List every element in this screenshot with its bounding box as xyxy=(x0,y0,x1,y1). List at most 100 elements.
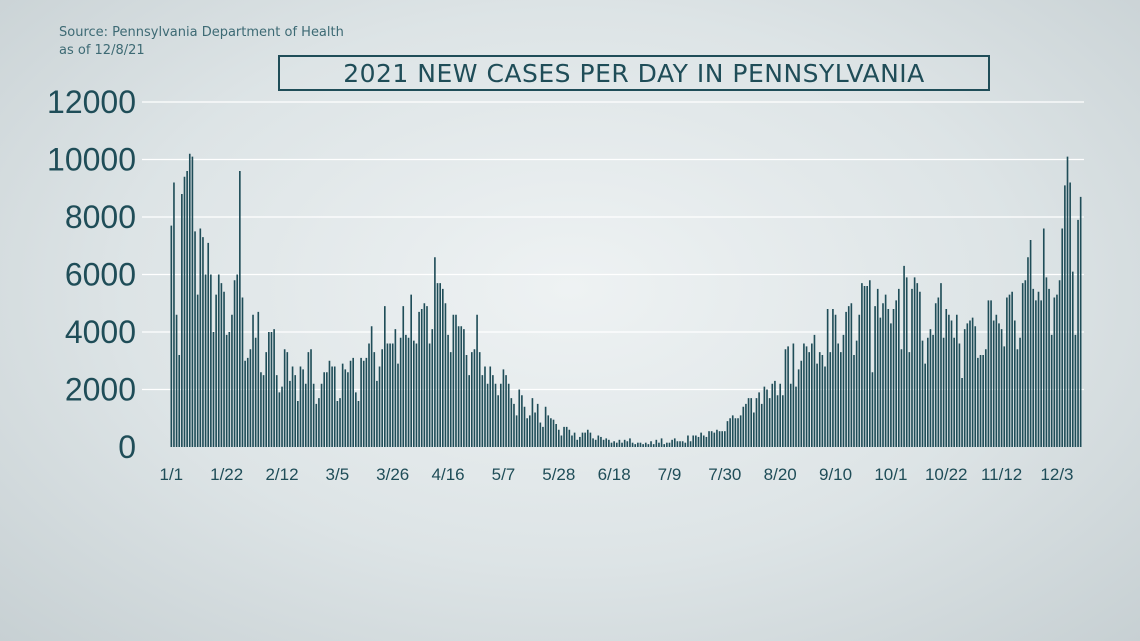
bar xyxy=(291,366,294,447)
bar xyxy=(481,375,484,448)
bar xyxy=(702,435,705,447)
bar xyxy=(776,395,779,447)
bar xyxy=(811,343,813,447)
bar xyxy=(652,444,655,448)
bar xyxy=(215,294,217,448)
bar xyxy=(178,355,181,447)
bar xyxy=(423,303,426,447)
bar xyxy=(713,432,716,448)
x-tick-label: 2/12 xyxy=(265,465,298,484)
bar xyxy=(207,242,210,448)
bar xyxy=(866,286,868,447)
bar xyxy=(552,419,555,447)
bar xyxy=(231,314,233,447)
bar xyxy=(339,398,341,448)
bar xyxy=(365,357,368,448)
bar xyxy=(173,182,175,447)
x-tick-label: 9/10 xyxy=(819,465,852,484)
bar xyxy=(492,375,494,448)
bar xyxy=(1006,297,1008,447)
bar xyxy=(302,369,304,448)
bar xyxy=(826,309,829,447)
bar xyxy=(847,306,850,448)
bar xyxy=(932,334,934,448)
y-tick-label: 6000 xyxy=(65,257,136,293)
bar xyxy=(876,288,879,448)
bar xyxy=(297,401,299,447)
bar xyxy=(202,237,204,447)
bar xyxy=(903,265,905,448)
x-tick-label: 3/5 xyxy=(326,465,350,484)
bar xyxy=(584,432,586,448)
x-tick-label: 8/20 xyxy=(764,465,797,484)
bar xyxy=(1069,182,1071,447)
bar xyxy=(710,431,713,447)
bar xyxy=(969,320,971,447)
bar xyxy=(795,386,797,448)
bar xyxy=(942,337,945,447)
bar xyxy=(895,300,897,448)
bar xyxy=(916,283,919,448)
bar xyxy=(565,426,568,448)
bar xyxy=(948,314,950,447)
bar xyxy=(890,323,892,448)
bar xyxy=(644,442,647,447)
bar xyxy=(987,300,990,448)
y-tick-label: 12000 xyxy=(47,84,136,120)
bar xyxy=(489,366,492,447)
bar xyxy=(384,306,386,448)
bar xyxy=(1032,288,1035,448)
chart-title: 2021 NEW CASES PER DAY IN PENNSYLVANIA xyxy=(343,58,925,88)
bar xyxy=(671,439,673,447)
bar xyxy=(797,369,800,448)
bar xyxy=(615,442,618,447)
bar xyxy=(571,435,573,447)
bar xyxy=(1013,320,1016,447)
bar xyxy=(1000,329,1003,448)
y-tick-label: 2000 xyxy=(65,372,136,408)
bar xyxy=(1064,185,1066,448)
grid-lines xyxy=(142,101,1084,391)
bar xyxy=(829,352,832,448)
bar xyxy=(239,171,241,447)
bar xyxy=(753,412,755,447)
bar xyxy=(486,383,489,447)
bar xyxy=(953,337,955,447)
bar xyxy=(1074,334,1077,448)
bar xyxy=(679,441,681,447)
x-tick-label: 10/1 xyxy=(874,465,907,484)
bar xyxy=(1024,280,1027,447)
bar xyxy=(415,343,418,447)
bar xyxy=(818,352,821,448)
bar xyxy=(963,329,966,448)
bar xyxy=(246,357,249,448)
bar xyxy=(352,357,354,448)
bar xyxy=(911,288,913,448)
bar xyxy=(536,403,539,448)
bar xyxy=(299,366,302,447)
bar xyxy=(539,422,542,447)
bar xyxy=(331,366,333,447)
bar xyxy=(196,294,199,448)
bar xyxy=(515,415,518,448)
bar xyxy=(399,337,402,447)
bar xyxy=(955,314,958,447)
bar xyxy=(908,352,911,448)
bar xyxy=(1003,346,1006,448)
bar xyxy=(1048,288,1050,448)
bar xyxy=(602,439,605,447)
bar xyxy=(357,401,360,447)
bar xyxy=(320,383,323,447)
bar xyxy=(718,431,721,447)
bar xyxy=(252,314,254,447)
bar xyxy=(370,326,373,447)
bar xyxy=(737,418,739,447)
bar xyxy=(244,360,246,447)
bar xyxy=(626,441,629,447)
bar xyxy=(934,303,937,447)
bar xyxy=(418,311,420,448)
bar xyxy=(449,352,452,448)
bar xyxy=(945,309,948,447)
source-note: Source: Pennsylvania Department of Healt… xyxy=(59,24,344,60)
bar xyxy=(257,311,260,448)
